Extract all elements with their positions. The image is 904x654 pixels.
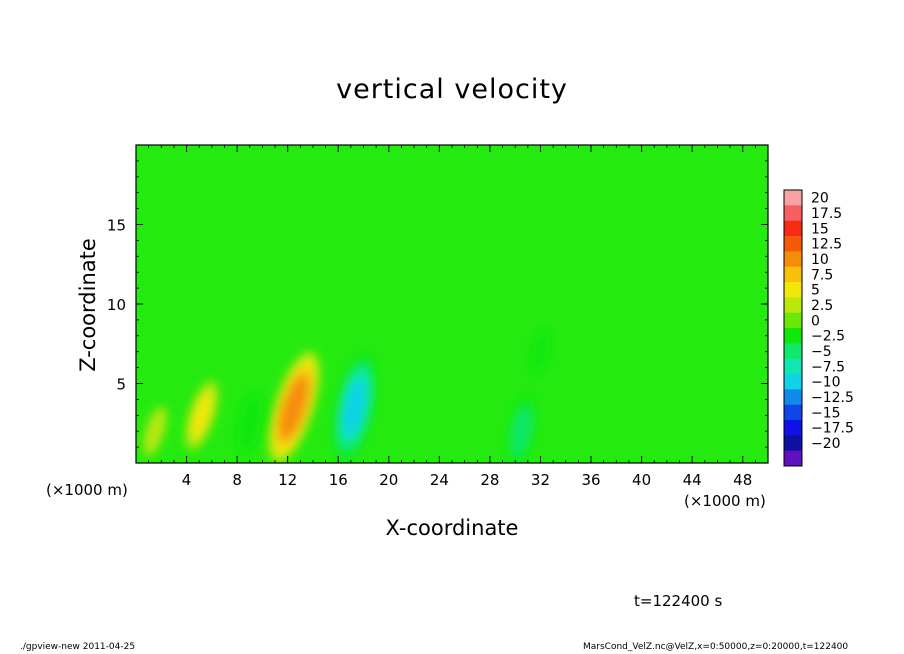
feature-2 [333, 353, 376, 462]
feature-5-contour-0 [531, 328, 550, 375]
colorbar-swatch-2 [784, 220, 802, 237]
time-stamp: t=122400 s [634, 592, 723, 610]
x-tick-label-12: 12 [278, 471, 297, 489]
colorbar-label-2: 15 [811, 221, 829, 237]
colorbar-swatch-8 [784, 312, 802, 329]
feature-3-contour-0 [237, 391, 263, 455]
x-axis: 4 8 12 16 20 24 28 32 36 40 44 48 [148, 145, 756, 489]
footer-data-source: MarsCond_VelZ.nc@VelZ,x=0:50000,z=0:2000… [583, 642, 849, 652]
colorbar-swatch-12 [784, 374, 802, 390]
footer-program-date: ./gpview-new 2011-04-25 [20, 642, 136, 652]
feature-1 [268, 351, 320, 463]
x-tick-label-40: 40 [632, 471, 651, 489]
colorbar-label-11: −7.5 [811, 359, 845, 375]
colorbar-label-13: −12.5 [811, 390, 854, 406]
colorbar-swatch-13 [784, 389, 802, 406]
colorbar-label-9: −2.5 [811, 329, 845, 345]
colorbar-label-14: −15 [811, 405, 841, 421]
colorbar-label-16: −20 [811, 436, 841, 452]
plot-features [143, 328, 550, 463]
x-tick-label-20: 20 [379, 471, 398, 489]
colorbar-swatch-0 [784, 190, 802, 206]
colorbar-swatch-5 [784, 266, 802, 283]
feature-3 [237, 391, 263, 455]
x-tick-label-28: 28 [480, 471, 499, 489]
colorbar-label-1: 17.5 [811, 206, 842, 222]
feature-1-contour-3 [279, 376, 309, 439]
colorbar-label-3: 12.5 [811, 237, 842, 253]
x-tick-label-24: 24 [430, 471, 449, 489]
x-unit-label-left: (×1000 m) [46, 481, 128, 499]
colorbar-label-12: −10 [811, 375, 841, 391]
colorbar-label-4: 10 [811, 252, 829, 268]
y-tick-label-10: 10 [107, 296, 126, 314]
y-axis-label: Z-coordinate [76, 238, 100, 372]
plot-background [136, 145, 768, 463]
colorbar-swatch-3 [784, 236, 802, 252]
colorbar-label-8: 0 [811, 313, 820, 329]
feature-2-contour-3 [343, 379, 366, 436]
colorbar-label-0: 20 [811, 191, 829, 207]
x-unit-label-right: (×1000 m) [684, 492, 766, 510]
x-tick-label-32: 32 [531, 471, 550, 489]
feature-0-contour-1 [190, 391, 213, 440]
colorbar-swatch-10 [784, 343, 802, 360]
x-tick-label-16: 16 [329, 471, 348, 489]
colorbar-swatch-16 [784, 435, 802, 452]
colorbar-swatch-1 [784, 205, 802, 222]
colorbar-frame [783, 189, 803, 467]
colorbar-swatch-14 [784, 404, 802, 421]
feature-5 [531, 328, 550, 375]
colorbar-swatch-15 [784, 420, 802, 436]
x-tick-label-8: 8 [232, 471, 242, 489]
chart-title: vertical velocity [336, 74, 568, 105]
colorbar-label-10: −5 [811, 344, 832, 360]
x-tick-label-44: 44 [683, 471, 702, 489]
feature-4-contour-1 [511, 406, 532, 456]
colorbar-swatch-7 [784, 297, 802, 314]
y-tick-label-15: 15 [107, 217, 126, 235]
colorbar-swatch-9 [784, 328, 802, 344]
colorbar-swatch-4 [784, 251, 802, 268]
colorbar-label-6: 5 [811, 283, 820, 299]
y-tick-label-5: 5 [116, 376, 126, 394]
colorbar-label-5: 7.5 [811, 267, 833, 283]
feature-6-contour-0 [143, 406, 167, 456]
feature-4 [507, 395, 536, 463]
x-axis-label: X-coordinate [385, 516, 519, 540]
colorbar-label-7: 2.5 [811, 298, 833, 314]
colorbar-swatch-6 [784, 282, 802, 298]
colorbar-swatch-11 [784, 358, 802, 375]
x-tick-label-36: 36 [581, 471, 600, 489]
feature-0 [185, 380, 218, 450]
colorbar: 2017.51512.5107.552.50−2.5−5−7.5−10−12.5… [783, 189, 854, 467]
feature-6 [143, 406, 167, 456]
colorbar-label-15: −17.5 [811, 421, 854, 437]
y-axis: 5 10 15 [107, 160, 768, 448]
x-tick-label-48: 48 [733, 471, 752, 489]
x-tick-label-4: 4 [182, 471, 192, 489]
colorbar-swatch-17 [784, 450, 802, 467]
